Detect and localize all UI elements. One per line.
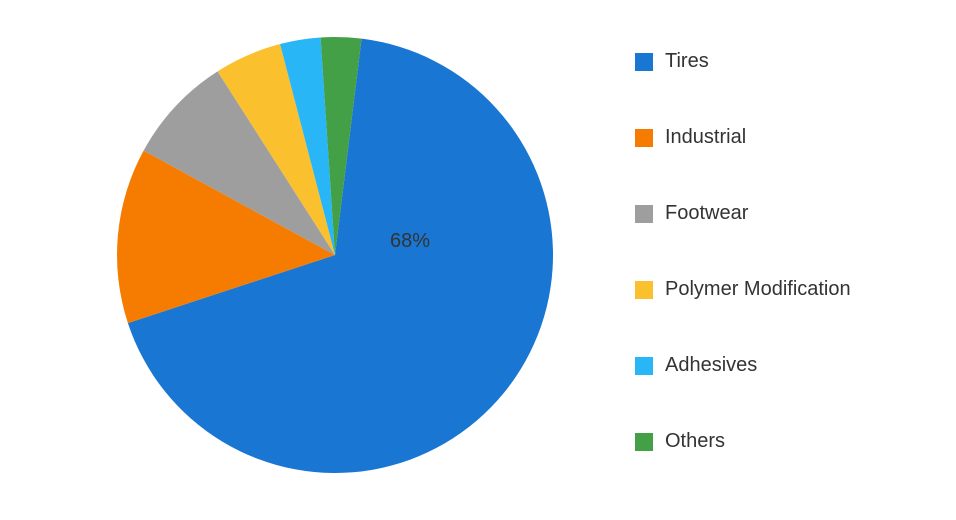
legend-label: Footwear [665,202,748,225]
legend-swatch [635,357,653,375]
legend-label: Polymer Modification [665,278,851,301]
legend-item-tires: Tires [635,50,851,73]
legend-label: Industrial [665,126,746,149]
legend-swatch [635,129,653,147]
legend-label: Adhesives [665,354,757,377]
legend-swatch [635,433,653,451]
legend-swatch [635,281,653,299]
legend-item-industrial: Industrial [635,126,851,149]
legend-swatch [635,205,653,223]
legend-item-adhesives: Adhesives [635,354,851,377]
pie-chart-container: 68% Tires Industrial Footwear Polymer Modif… [0,0,956,520]
legend-label: Tires [665,50,709,73]
legend-item-others: Others [635,430,851,453]
legend: Tires Industrial Footwear Polymer Modificat… [635,50,851,453]
legend-item-footwear: Footwear [635,202,851,225]
pie-chart: 68% [115,35,555,475]
pie-slice-label: 68% [390,230,430,253]
legend-item-polymer-modification: Polymer Modification [635,278,851,301]
legend-label: Others [665,430,725,453]
legend-swatch [635,53,653,71]
